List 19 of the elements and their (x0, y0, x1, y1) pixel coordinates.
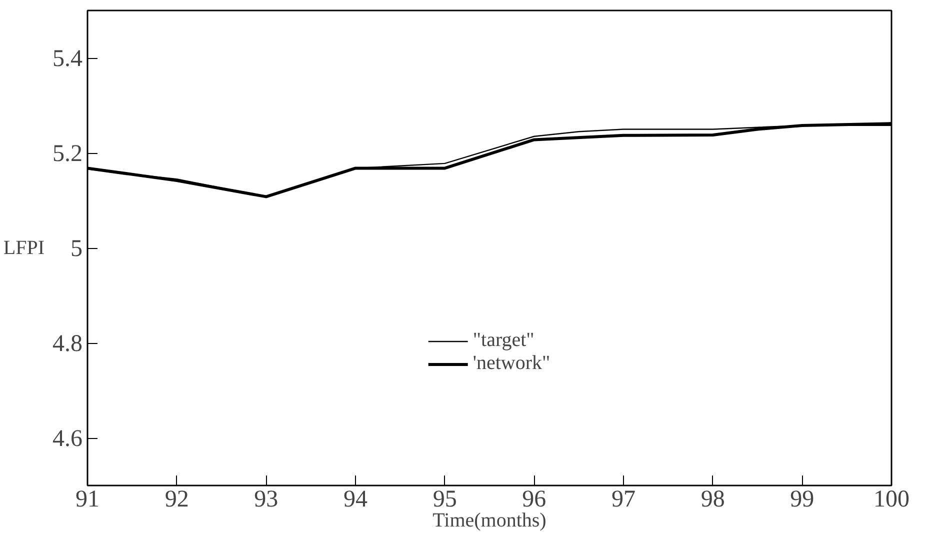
x-tick-label: 96 (522, 486, 546, 512)
x-tick-label: 92 (164, 486, 189, 512)
x-tick-label: 97 (612, 486, 636, 512)
y-tick-label: 4.8 (52, 331, 82, 357)
legend-label: "target" (472, 329, 534, 352)
x-axis-title: Time(months) (432, 510, 546, 532)
y-axis-title: LFPI (3, 237, 44, 259)
x-tick-label: 95 (432, 486, 457, 512)
legend-label: 'network" (472, 352, 550, 375)
y-tick-label: 5 (70, 236, 82, 262)
x-tick-label: 99 (790, 486, 814, 512)
x-tick-label: 98 (700, 486, 725, 512)
x-tick-label: 93 (254, 486, 278, 512)
x-tick-label: 94 (344, 486, 368, 512)
y-tick-label: 4.6 (52, 426, 82, 452)
x-tick-label: 91 (76, 486, 100, 512)
y-tick-label: 5.2 (52, 141, 82, 167)
x-tick-label: 100 (874, 486, 910, 512)
y-tick-label: 5.4 (52, 46, 82, 72)
